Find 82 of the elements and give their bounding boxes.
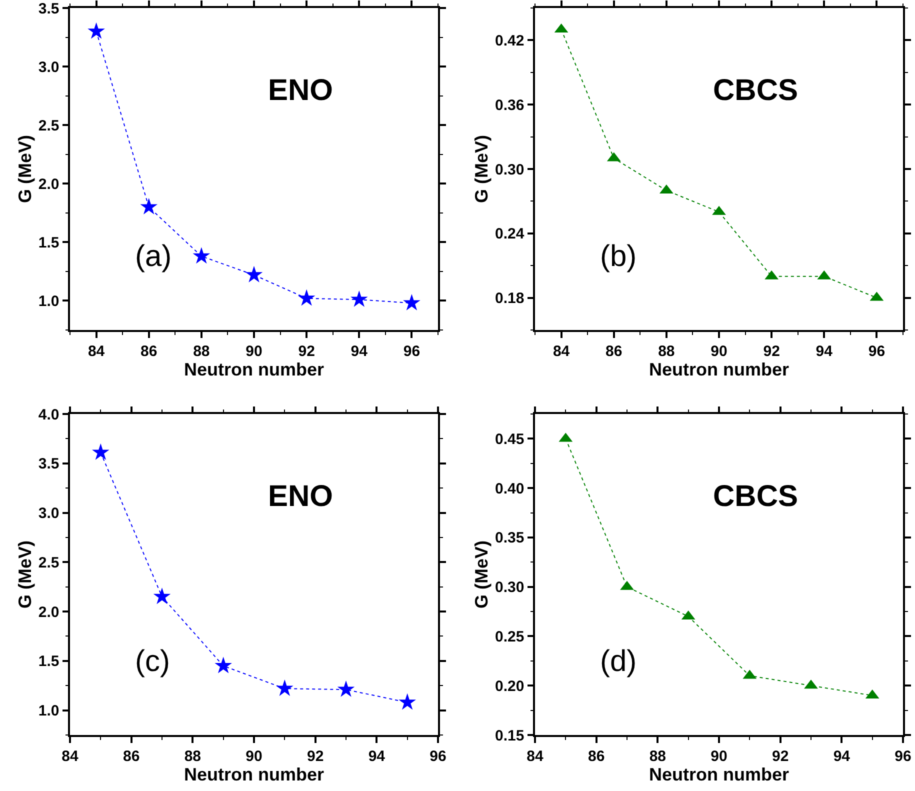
x-tick-label: 94 bbox=[816, 342, 834, 360]
y-axis-title: G (MeV) bbox=[472, 134, 492, 204]
point bbox=[153, 588, 171, 604]
point bbox=[403, 294, 420, 310]
x-tick-label: 94 bbox=[350, 342, 368, 360]
y-tick-label: 2.5 bbox=[38, 554, 60, 572]
y-tick-label: 2.0 bbox=[38, 604, 60, 621]
y-tick-label: 1.0 bbox=[38, 702, 60, 720]
point bbox=[350, 290, 368, 307]
point bbox=[88, 22, 105, 39]
annotation: (b) bbox=[600, 240, 637, 273]
y-tick-label: 0.25 bbox=[495, 628, 524, 646]
y-tick-label: 0.45 bbox=[495, 430, 524, 448]
x-tick-label: 92 bbox=[772, 748, 789, 765]
y-tick-label: 1.5 bbox=[38, 234, 60, 252]
x-tick-label: 92 bbox=[298, 342, 315, 360]
point bbox=[92, 443, 110, 460]
annotation: CBCS bbox=[713, 480, 798, 513]
y-tick-label: 3.5 bbox=[38, 0, 60, 18]
x-tick-label: 84 bbox=[552, 342, 570, 360]
annotation: CBCS bbox=[713, 74, 798, 107]
y-tick-label: 0.30 bbox=[495, 161, 524, 178]
x-tick-label: 96 bbox=[894, 748, 912, 765]
y-tick-label: 0.18 bbox=[495, 290, 524, 308]
y-tick-label: 4.0 bbox=[38, 406, 60, 424]
point bbox=[140, 198, 158, 214]
y-tick-label: 0.36 bbox=[495, 96, 524, 114]
x-tick-label: 94 bbox=[368, 748, 386, 765]
y-axis-title: G (MeV) bbox=[472, 540, 492, 609]
point bbox=[276, 679, 294, 696]
point bbox=[214, 656, 232, 674]
x-tick-label: 94 bbox=[833, 748, 851, 765]
x-tick-label: 90 bbox=[246, 748, 262, 765]
annotation: (d) bbox=[600, 645, 637, 678]
y-tick-label: 3.0 bbox=[38, 58, 60, 76]
x-tick-label: 90 bbox=[710, 748, 728, 765]
x-tick-label: 84 bbox=[526, 748, 544, 765]
x-tick-label: 90 bbox=[710, 342, 728, 360]
x-tick-label: 86 bbox=[122, 748, 140, 765]
x-tick-label: 86 bbox=[606, 342, 622, 360]
y-tick-label: 0.30 bbox=[495, 579, 524, 596]
x-tick-label: 84 bbox=[62, 748, 79, 765]
y-tick-label: 1.0 bbox=[38, 292, 60, 310]
y-tick-label: 3.0 bbox=[38, 505, 60, 522]
x-tick-label: 88 bbox=[193, 342, 210, 360]
x-tick-label: 88 bbox=[649, 748, 666, 765]
annotation: (a) bbox=[135, 240, 172, 273]
x-tick-label: 84 bbox=[88, 342, 106, 360]
x-axis-title: Neutron number bbox=[648, 764, 790, 785]
y-axis-title: G (MeV) bbox=[15, 540, 36, 609]
y-tick-label: 0.42 bbox=[495, 32, 524, 50]
x-axis-title: Neutron number bbox=[184, 764, 324, 785]
y-tick-label: 0.40 bbox=[495, 480, 524, 498]
y-tick-label: 0.15 bbox=[495, 727, 524, 744]
annotation: (c) bbox=[135, 645, 170, 678]
y-tick-label: 0.20 bbox=[495, 678, 524, 695]
x-tick-label: 90 bbox=[246, 342, 262, 360]
point bbox=[337, 680, 355, 697]
y-tick-label: 0.24 bbox=[495, 226, 525, 243]
y-tick-label: 2.0 bbox=[38, 176, 60, 193]
x-tick-label: 88 bbox=[658, 342, 675, 360]
x-tick-label: 88 bbox=[184, 748, 202, 765]
x-axis-title: Neutron number bbox=[184, 360, 324, 380]
point bbox=[398, 693, 416, 710]
y-tick-label: 1.5 bbox=[38, 653, 60, 670]
y-axis-title: G (MeV) bbox=[15, 134, 36, 204]
annotation: ENO bbox=[268, 480, 334, 513]
x-tick-label: 86 bbox=[140, 342, 158, 360]
y-tick-label: 0.35 bbox=[495, 530, 524, 547]
x-tick-label: 92 bbox=[763, 342, 780, 360]
x-tick-label: 96 bbox=[430, 748, 446, 765]
y-tick-label: 3.5 bbox=[38, 456, 60, 473]
x-tick-label: 96 bbox=[868, 342, 886, 360]
y-tick-label: 2.5 bbox=[38, 117, 60, 134]
point bbox=[192, 247, 210, 264]
point bbox=[298, 289, 316, 306]
x-axis-title: Neutron number bbox=[648, 360, 790, 380]
x-tick-label: 92 bbox=[306, 748, 324, 765]
x-tick-label: 86 bbox=[588, 748, 605, 765]
x-tick-label: 96 bbox=[403, 342, 420, 360]
annotation: ENO bbox=[268, 74, 334, 107]
point bbox=[245, 266, 263, 282]
